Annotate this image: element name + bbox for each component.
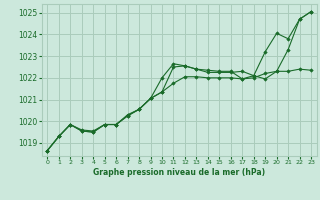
X-axis label: Graphe pression niveau de la mer (hPa): Graphe pression niveau de la mer (hPa) <box>93 168 265 177</box>
